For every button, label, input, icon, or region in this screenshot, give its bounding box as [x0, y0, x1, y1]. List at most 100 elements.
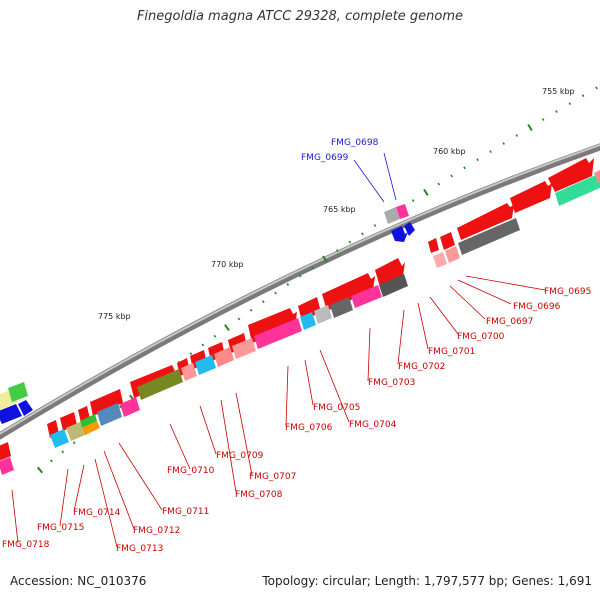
gene-label[interactable]: FMG_0710 — [167, 466, 215, 476]
leader-lines — [11, 152, 546, 548]
scale-tick — [595, 86, 598, 90]
gene-annotation[interactable] — [254, 318, 302, 349]
gene-labels: FMG_0698 FMG_0699 FMG_0695 FMG_0696 FMG_… — [2, 138, 591, 554]
gene-annotation[interactable] — [66, 422, 85, 441]
gene-feature[interactable] — [404, 222, 415, 236]
gene-annotation[interactable] — [82, 421, 100, 435]
gene-feature[interactable] — [391, 226, 408, 242]
gene-label[interactable]: FMG_0707 — [249, 472, 296, 482]
scale-tick — [213, 334, 217, 338]
scale-tick — [463, 166, 466, 170]
gene-feature[interactable] — [548, 158, 594, 192]
gene-feature[interactable] — [457, 203, 514, 240]
reverse-genes — [384, 204, 415, 242]
scale-tick — [373, 224, 377, 227]
gene-label[interactable]: FMG_0699 — [301, 153, 349, 163]
gene-label[interactable]: FMG_0705 — [313, 403, 360, 413]
gene-label[interactable]: FMG_0714 — [73, 508, 121, 518]
gene-feature[interactable] — [510, 181, 552, 213]
gene-feature[interactable] — [375, 258, 405, 287]
scale-tick — [515, 134, 519, 137]
gene-annotation[interactable] — [433, 252, 447, 268]
gene-annotation[interactable] — [8, 382, 28, 402]
scale-label: 770 kbp — [211, 260, 244, 269]
gene-annotation[interactable] — [458, 218, 520, 255]
gene-annotation[interactable] — [0, 404, 22, 424]
scale-labels: 755 kbp 760 kbp 765 kbp 770 kbp 775 kbp — [98, 87, 575, 321]
gene-label[interactable]: FMG_0713 — [116, 544, 163, 554]
gene-annotation[interactable] — [555, 174, 600, 206]
gene-label[interactable]: FMG_0697 — [486, 317, 533, 327]
scale-tick — [476, 158, 479, 162]
gene-annotation[interactable] — [0, 457, 14, 475]
gene-annotation[interactable] — [379, 274, 408, 297]
gene-annotation[interactable] — [195, 355, 216, 375]
gene-label[interactable]: FMG_0715 — [37, 523, 84, 533]
scale-dots — [37, 86, 598, 474]
gene-annotation[interactable] — [445, 246, 460, 263]
scale-tick — [336, 249, 339, 253]
gene-annotation[interactable] — [137, 369, 183, 400]
scale-tick — [568, 102, 572, 106]
gene-annotation[interactable] — [314, 305, 332, 324]
gene-label[interactable]: FMG_0704 — [349, 420, 397, 430]
gene-feature[interactable] — [322, 273, 375, 311]
gene-annotation[interactable] — [80, 414, 97, 428]
gene-annotation[interactable] — [50, 429, 69, 448]
genome-backbone — [0, 143, 600, 440]
scale-tick — [286, 283, 290, 286]
gene-label[interactable]: FMG_0709 — [216, 451, 264, 461]
accession-text: Accession: NC_010376 — [10, 574, 147, 588]
gene-annotation[interactable] — [97, 403, 122, 426]
scale-tick — [237, 317, 241, 321]
gene-label[interactable]: FMG_0711 — [162, 507, 209, 517]
forward-genes — [0, 158, 594, 461]
gene-feature[interactable] — [428, 238, 439, 253]
gene-label[interactable]: FMG_0702 — [398, 362, 445, 372]
gene-label[interactable]: FMG_0708 — [235, 490, 283, 500]
scale-tick — [555, 110, 558, 114]
gene-label[interactable]: FMG_0703 — [368, 378, 415, 388]
scale-tick — [72, 441, 76, 445]
scale-tick — [201, 343, 205, 347]
gene-annotation[interactable] — [18, 400, 33, 416]
gene-label[interactable]: FMG_0698 — [331, 138, 379, 148]
scale-tick — [361, 232, 364, 236]
gene-annotation[interactable] — [232, 338, 256, 359]
scale-tick — [450, 174, 453, 178]
scale-tick — [189, 352, 193, 356]
scale-tick — [298, 274, 302, 278]
gene-annotation[interactable] — [181, 363, 197, 381]
gene-label[interactable]: FMG_0706 — [285, 423, 333, 433]
gene-label[interactable]: FMG_0718 — [2, 540, 50, 550]
gene-feature[interactable] — [90, 389, 123, 416]
scale-tick — [489, 150, 492, 154]
gene-label[interactable]: FMG_0712 — [133, 526, 180, 536]
scale-tick — [61, 450, 65, 454]
scale-tick — [274, 291, 277, 295]
scale-label: 755 kbp — [542, 87, 575, 96]
scale-label: 765 kbp — [323, 205, 356, 214]
gene-label[interactable]: FMG_0700 — [457, 332, 505, 342]
genome-summary-text: Topology: circular; Length: 1,797,577 bp… — [262, 574, 592, 588]
gene-annotation[interactable] — [120, 397, 140, 417]
gene-annotation[interactable] — [214, 347, 234, 367]
gene-feature[interactable] — [298, 297, 321, 321]
scale-tick — [437, 182, 441, 186]
gene-annotation[interactable] — [330, 297, 353, 318]
scale-tick — [348, 240, 352, 244]
gene-feature[interactable] — [384, 207, 400, 224]
scale-tick — [249, 308, 253, 312]
gene-feature[interactable] — [440, 232, 455, 250]
gene-label[interactable]: FMG_0695 — [544, 287, 591, 297]
gene-annotation[interactable] — [351, 285, 382, 308]
gene-annotation[interactable] — [300, 312, 316, 330]
gene-annotation[interactable] — [594, 170, 600, 183]
scale-tick — [423, 188, 429, 196]
gene-feature[interactable] — [0, 442, 11, 461]
gene-label[interactable]: FMG_0696 — [513, 302, 561, 312]
gene-label[interactable]: FMG_0701 — [428, 347, 475, 357]
map-title: Finegoldia magna ATCC 29328, complete ge… — [136, 9, 464, 24]
gene-feature[interactable] — [396, 204, 409, 219]
scale-tick — [311, 266, 314, 269]
